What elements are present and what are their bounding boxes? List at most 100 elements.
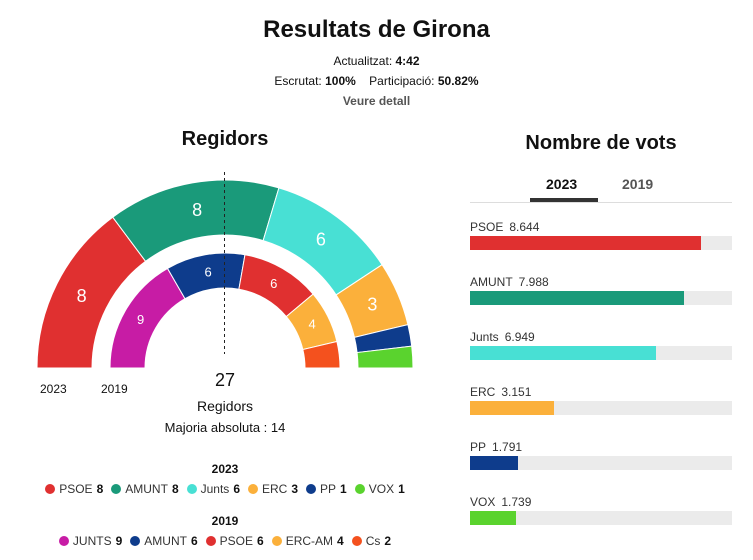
vote-count: 1.739 [501, 495, 532, 509]
legend-party: ERC [262, 482, 288, 496]
legend-item: AMUNT 8 [111, 482, 179, 496]
vote-bar-fill [470, 291, 684, 305]
legend-seats: 1 [340, 482, 347, 496]
vote-bar-fill [470, 456, 518, 470]
vote-row: PSOE 8.644 [470, 220, 732, 270]
legend-item: JUNTS 9 [58, 534, 123, 548]
legend-item: Cs 2 [351, 534, 392, 548]
active-tab-indicator [530, 198, 598, 202]
legend-party: PP [320, 482, 337, 496]
outer-ring-2023: 8 8 6 3 [36, 179, 414, 369]
legend-seats: 1 [398, 482, 405, 496]
legend-seats: 9 [115, 534, 123, 548]
outer-arcs-label-erc: 3 [367, 294, 377, 314]
updated-line: Actualitzat: 4:42 [0, 54, 753, 68]
inner-arcs-label-amunt: 6 [204, 264, 211, 279]
outer-arcs-label-psoe: 8 [77, 286, 87, 306]
updated-label: Actualitzat: [333, 54, 393, 68]
vote-bar-fill [470, 511, 517, 525]
inner-year-label: 2019 [101, 382, 128, 396]
legend-seats: 2 [384, 534, 392, 548]
legend-item: PP 1 [306, 482, 347, 496]
legend-item: ERC-AM 4 [271, 534, 344, 548]
legend-2019-year: 2019 [211, 514, 239, 528]
votes-tabs: 2023 2019 [470, 172, 732, 203]
participation-label: Participació: [369, 74, 435, 88]
vote-party: PP [470, 440, 487, 454]
vote-bar-track [470, 291, 732, 305]
legend-dot [45, 484, 56, 494]
legend-dot [58, 536, 69, 546]
outer-arcs-segment-amunt [112, 179, 280, 263]
legend-seats: 6 [233, 482, 240, 496]
participation-value: 50.82% [437, 74, 479, 88]
legend-dot [205, 536, 216, 546]
detail-link[interactable]: Veure detall [342, 94, 411, 108]
vote-row: AMUNT 7.988 [470, 275, 732, 325]
legend-dot [186, 484, 197, 494]
page-title: Resultats de Girona [263, 16, 490, 43]
counted-line: Escrutat: 100% Participació: 50.82% [0, 74, 753, 88]
outer-arcs-label-junts: 6 [316, 229, 326, 249]
legend-party: JUNTS [72, 534, 112, 548]
legend-2019: JUNTS 9 AMUNT 6 PSOE 6 ERC-AM 4 Cs 2 [0, 534, 450, 548]
legend-party: PSOE [219, 534, 253, 548]
total-seats: 27 [214, 370, 236, 390]
vote-label: PSOE 8.644 [470, 220, 732, 234]
inner-arcs-label-psoe: 6 [270, 276, 277, 291]
vote-count: 1.791 [492, 440, 523, 454]
vote-bar-track [470, 456, 732, 470]
inner-arcs-label-erc-am: 4 [309, 317, 316, 332]
vote-party: VOX [470, 495, 496, 509]
updated-value: 4:42 [395, 54, 420, 68]
legend-2023: PSOE 8 AMUNT 8 Junts 6 ERC 3 PP 1 VOX 1 [0, 482, 450, 496]
seats-title: Regidors [181, 128, 269, 150]
vote-count: 6.949 [504, 330, 535, 344]
legend-item: Junts 6 [186, 482, 240, 496]
vote-bar-track [470, 236, 732, 250]
legend-seats: 6 [257, 534, 264, 548]
legend-2023-year: 2023 [211, 462, 239, 476]
legend-dot [248, 484, 258, 494]
tab-2019[interactable]: 2019 [622, 176, 654, 192]
legend-party: AMUNT [144, 534, 187, 548]
legend-seats: 8 [171, 482, 179, 496]
vote-row: ERC 3.151 [470, 385, 732, 435]
vote-bar-fill [470, 401, 555, 415]
legend-dot [354, 484, 365, 494]
legend-seats: 4 [337, 534, 344, 548]
vote-bar-track [470, 401, 732, 415]
legend-item: AMUNT 6 [130, 534, 198, 548]
outer-year-label: 2023 [40, 382, 67, 396]
vote-label: AMUNT 7.988 [470, 275, 732, 289]
vote-count: 8.644 [509, 220, 540, 234]
inner-arcs-segment-cs [302, 340, 341, 369]
legend-dot [271, 536, 282, 546]
outer-arcs-label-amunt: 8 [192, 200, 202, 220]
vote-party: Junts [470, 330, 499, 344]
inner-ring-2019: 9 6 6 4 [109, 252, 341, 369]
counted-value: 100% [325, 74, 356, 88]
inner-arcs-label-junts: 9 [137, 312, 144, 327]
vote-label: VOX 1.739 [470, 495, 732, 509]
vote-label: Junts 6.949 [470, 330, 732, 344]
legend-seats: 8 [96, 482, 104, 496]
vote-row: PP 1.791 [470, 440, 732, 490]
vote-label: ERC 3.151 [470, 385, 732, 399]
outer-arcs-segment-vox [356, 345, 414, 369]
legend-seats: 6 [190, 534, 198, 548]
legend-party: Junts [200, 482, 230, 496]
vote-count: 3.151 [501, 385, 532, 399]
legend-item: PSOE 6 [205, 534, 264, 548]
vote-bar-track [470, 346, 732, 360]
vote-party: AMUNT [470, 275, 513, 289]
total-seats-label: Regidors [196, 398, 254, 414]
legend-item: PSOE 8 [45, 482, 103, 496]
tab-2023[interactable]: 2023 [546, 176, 578, 192]
seats-hemicycle: 8 8 6 3 9 6 6 4 [36, 172, 414, 369]
legend-dot [130, 536, 141, 546]
vote-bar-fill [470, 236, 702, 250]
votes-title: Nombre de vots [525, 132, 677, 154]
vote-label: PP 1.791 [470, 440, 732, 454]
legend-dot [306, 484, 317, 494]
